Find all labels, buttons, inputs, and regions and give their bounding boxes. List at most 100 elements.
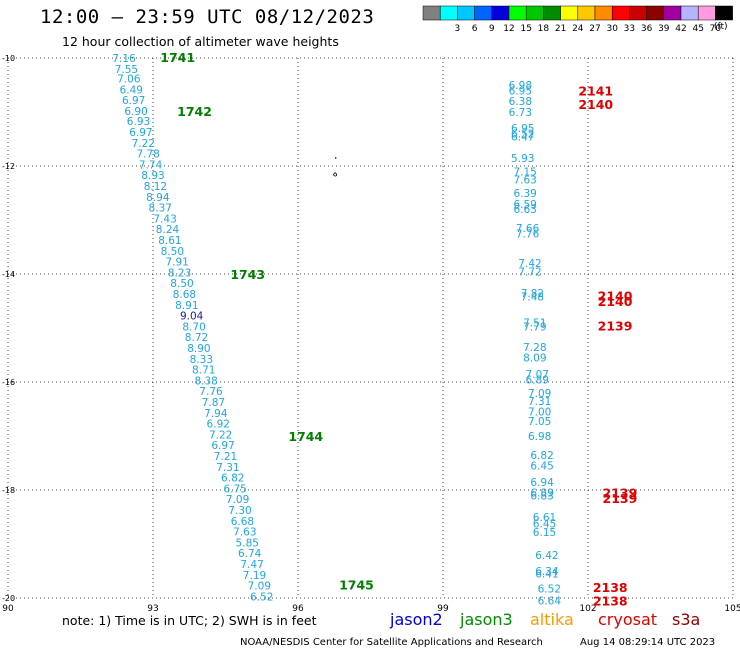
swh-value-label: 6.82 [530, 450, 553, 462]
swh-value-label: 6.42 [535, 550, 558, 562]
swh-value-label: 6.92 [207, 419, 230, 431]
swh-value-label: 6.82 [221, 473, 244, 485]
swh-value-label: 7.09 [248, 581, 271, 593]
pass-number-label: 2140 [578, 97, 613, 112]
color-scale-tick-label: 33 [624, 24, 635, 34]
swh-value-label: 6.97 [122, 95, 145, 107]
swh-value-label: 6.68 [231, 516, 254, 528]
swh-value-label: 7.43 [153, 213, 176, 225]
swh-value-label: 7.72 [518, 266, 541, 278]
swh-value-label: 8.71 [192, 365, 215, 377]
pass-number-label: 1745 [339, 578, 374, 593]
swh-value-label: 5.85 [236, 537, 259, 549]
swh-value-label: 8.33 [190, 354, 213, 366]
swh-value-label: 7.07 [526, 369, 549, 381]
color-scale-swatch [439, 5, 458, 21]
swh-value-label: 8.90 [187, 343, 210, 355]
latitude-tick-label: -18 [2, 486, 15, 495]
swh-value-label: 6.95 [511, 123, 534, 135]
swh-value-label: 6.41 [535, 569, 558, 581]
swh-value-label: 7.82 [521, 288, 544, 300]
swh-value-label: 7.31 [216, 462, 239, 474]
swh-value-label: 6.73 [509, 107, 532, 119]
swh-value-label: 6.45 [530, 461, 553, 473]
swh-value-label: 6.95 [509, 85, 532, 97]
color-scale-tick-label: 36 [641, 24, 653, 34]
swh-value-label: 8.50 [170, 278, 193, 290]
longitude-tick-label: 105 [724, 604, 740, 614]
color-scale-swatch [680, 5, 699, 21]
swh-value-label: 8.72 [185, 332, 208, 344]
color-scale-tick-label: 18 [538, 24, 550, 34]
swh-value-label: 6.83 [530, 490, 553, 502]
color-scale-swatch [457, 5, 475, 21]
color-scale-swatch [611, 5, 630, 21]
swh-value-label: 6.63 [513, 204, 536, 216]
swh-value-label: 7.78 [136, 149, 159, 161]
pass-number-label: 2139 [598, 318, 633, 333]
swh-value-label: 6.52 [250, 591, 273, 603]
color-scale-swatch [474, 5, 493, 21]
swh-value-label: 7.66 [516, 223, 540, 235]
swh-value-label: 7.63 [233, 527, 256, 539]
color-scale-tick-label: 42 [675, 24, 686, 34]
color-scale-tick-label: 15 [520, 24, 531, 34]
color-scale-swatch [491, 5, 510, 21]
swh-value-label: 8.93 [141, 170, 164, 182]
swh-value-label: 7.51 [523, 318, 546, 330]
swh-value-label: 8.91 [175, 300, 198, 312]
pass-number-label: 2139 [603, 491, 638, 506]
latitude-tick-label: -16 [2, 378, 15, 387]
color-scale-tick-label: 27 [589, 24, 600, 34]
swh-value-label: 6.15 [533, 527, 556, 539]
color-scale-tick-label: 6 [472, 24, 478, 34]
swh-value-label: 7.19 [243, 570, 266, 582]
pass-number-label: 2140 [598, 294, 633, 309]
swh-value-label: 8.23 [168, 267, 191, 279]
swh-value-label: 7.91 [165, 257, 188, 269]
latitude-tick-label: -12 [2, 162, 15, 171]
swh-value-label: 8.09 [523, 353, 546, 365]
color-scale-swatch [560, 5, 579, 21]
pass-number-label: 2139 [603, 486, 638, 501]
swh-value-label: 6.52 [511, 129, 534, 141]
color-scale-swatch [577, 5, 596, 21]
longitude-tick-label: 102 [579, 604, 596, 614]
color-scale-swatch [525, 5, 544, 21]
swh-value-label: 7.74 [139, 159, 163, 171]
swh-value-label: 6.38 [509, 96, 532, 108]
swh-value-label: 7.06 [117, 74, 141, 86]
legend-satellite-jason3: jason3 [459, 610, 513, 629]
legend-satellite-altika: altika [530, 610, 574, 629]
color-scale-tick-label: 24 [572, 24, 584, 34]
swh-value-label: 7.00 [528, 407, 551, 419]
color-scale-swatch [715, 5, 733, 21]
legend-satellite-jason2: jason2 [389, 610, 443, 629]
swh-value-label: 6.89 [526, 374, 549, 386]
swh-value-label: 6.39 [513, 188, 536, 200]
pass-number-label: 2140 [598, 289, 633, 304]
color-scale-tick-label: 39 [658, 24, 670, 34]
map-subtitle: 12 hour collection of altimeter wave hei… [62, 34, 339, 49]
swh-value-label: 7.48 [521, 292, 544, 304]
pass-number-label: 1743 [230, 267, 265, 282]
legend-note: note: 1) Time is in UTC; 2) SWH is in fe… [62, 613, 317, 628]
swh-value-label: 6.61 [533, 512, 556, 524]
longitude-tick-label: 90 [2, 604, 14, 614]
swh-value-label: 7.63 [513, 175, 536, 187]
swh-value-label: 7.15 [513, 166, 536, 178]
swh-value-label: 9.04 [180, 311, 204, 323]
color-scale-swatch [508, 5, 527, 21]
swh-value-label: 6.98 [528, 431, 551, 443]
pass-number-label: 1744 [288, 429, 323, 444]
island-speck [334, 157, 337, 159]
swh-value-label: 6.74 [238, 548, 262, 560]
pass-number-label: 2141 [578, 83, 613, 98]
pass-number-label: 2138 [593, 580, 628, 595]
swh-value-label: 6.75 [223, 483, 246, 495]
swh-value-label: 6.49 [120, 84, 143, 96]
swh-value-label: 6.47 [511, 131, 534, 143]
color-scale-tick-label: 12 [503, 24, 514, 34]
legend-satellite-s3a: s3a [672, 610, 700, 629]
